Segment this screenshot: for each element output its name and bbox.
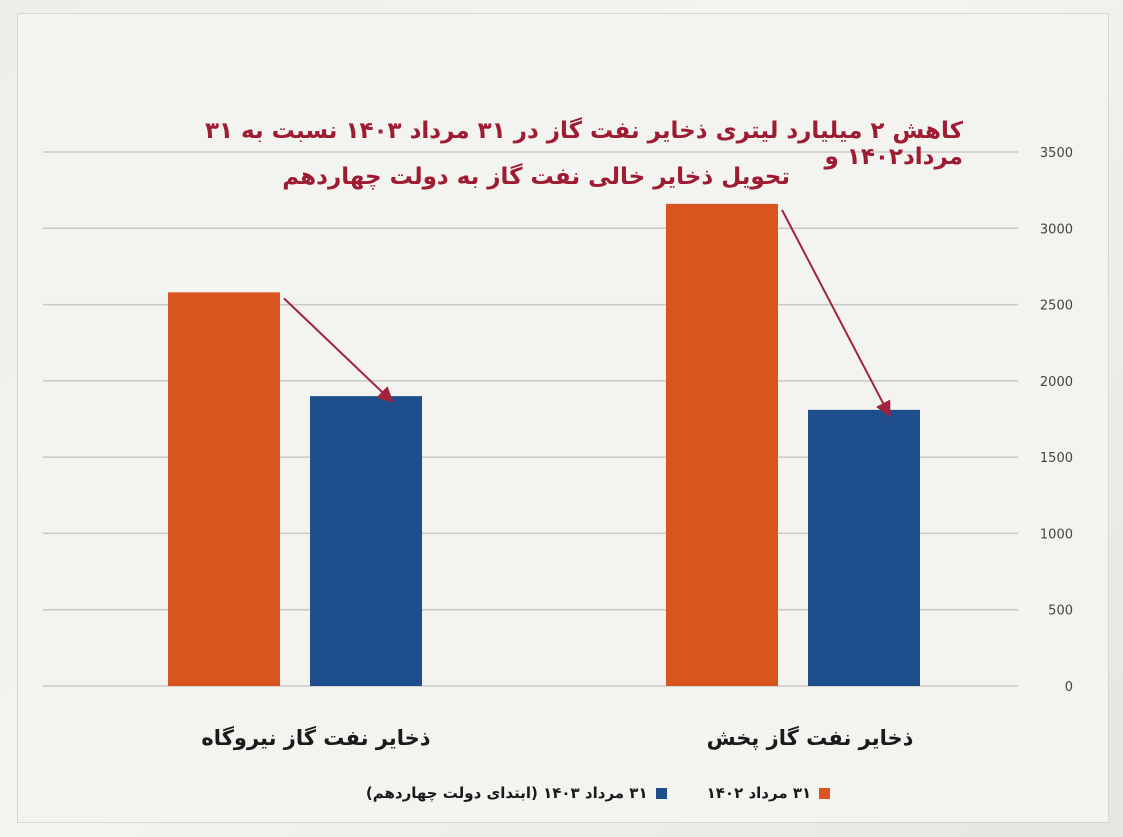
chart-title-line-1: کاهش ۲ میلیارد لیتری ذخایر نفت گاز در ۳۱… xyxy=(204,118,963,170)
legend-swatch-blue xyxy=(655,787,667,799)
decline-arrow-cat1 xyxy=(781,209,891,418)
legend-label-1403: ۳۱ مرداد ۱۴۰۳ (ابتدای دولت چهاردهم) xyxy=(365,784,648,802)
legend-swatch-orange xyxy=(819,787,831,799)
y-tick-label-2500: 2500 xyxy=(1040,299,1073,314)
y-tick-label-500: 500 xyxy=(1048,604,1073,619)
legend-item-1402: ۳۱ مرداد ۱۴۰۲ xyxy=(707,784,831,802)
legend-item-1403: ۳۱ مرداد ۱۴۰۳ (ابتدای دولت چهاردهم) xyxy=(366,784,667,802)
legend-label-1402: ۳۱ مرداد ۱۴۰۲ xyxy=(706,784,812,802)
y-axis-ticks: 0 500 1000 1500 2000 2500 3000 3500 xyxy=(1040,146,1073,695)
chart-sheet: 0 500 1000 1500 2000 2500 3000 3500 کاهش ۲ میلی… xyxy=(18,14,1108,822)
bar-1403-cat1 xyxy=(808,409,920,686)
decline-arrow-cat0 xyxy=(283,297,394,403)
legend: ۳۱ مرداد ۱۴۰۲ ۳۱ مرداد ۱۴۰۳ (ابتدای دولت… xyxy=(338,780,858,806)
y-tick-label-0: 0 xyxy=(1065,680,1073,695)
y-tick-label-1000: 1000 xyxy=(1040,527,1073,542)
y-tick-label-2000: 2000 xyxy=(1040,375,1073,390)
bar-chart: 0 500 1000 1500 2000 2500 3000 3500 xyxy=(43,146,1073,695)
y-tick-label-1500: 1500 xyxy=(1040,451,1073,466)
bar-1403-cat0 xyxy=(310,396,422,686)
decline-arrows xyxy=(283,209,891,418)
chart-title-line-2: تحویل ذخایر خالی نفت گاز به دولت چهاردهم xyxy=(282,164,790,190)
category-label-distribution: ذخایر نفت گاز پخش xyxy=(706,726,914,750)
category-label-power-plant: ذخایر نفت گاز نیروگاه xyxy=(201,726,431,750)
bar-1402-cat0 xyxy=(168,292,280,686)
bars xyxy=(168,203,920,687)
bar-1402-cat1 xyxy=(666,203,778,687)
y-tick-label-3500: 3500 xyxy=(1040,146,1073,161)
y-tick-label-3000: 3000 xyxy=(1040,222,1073,237)
